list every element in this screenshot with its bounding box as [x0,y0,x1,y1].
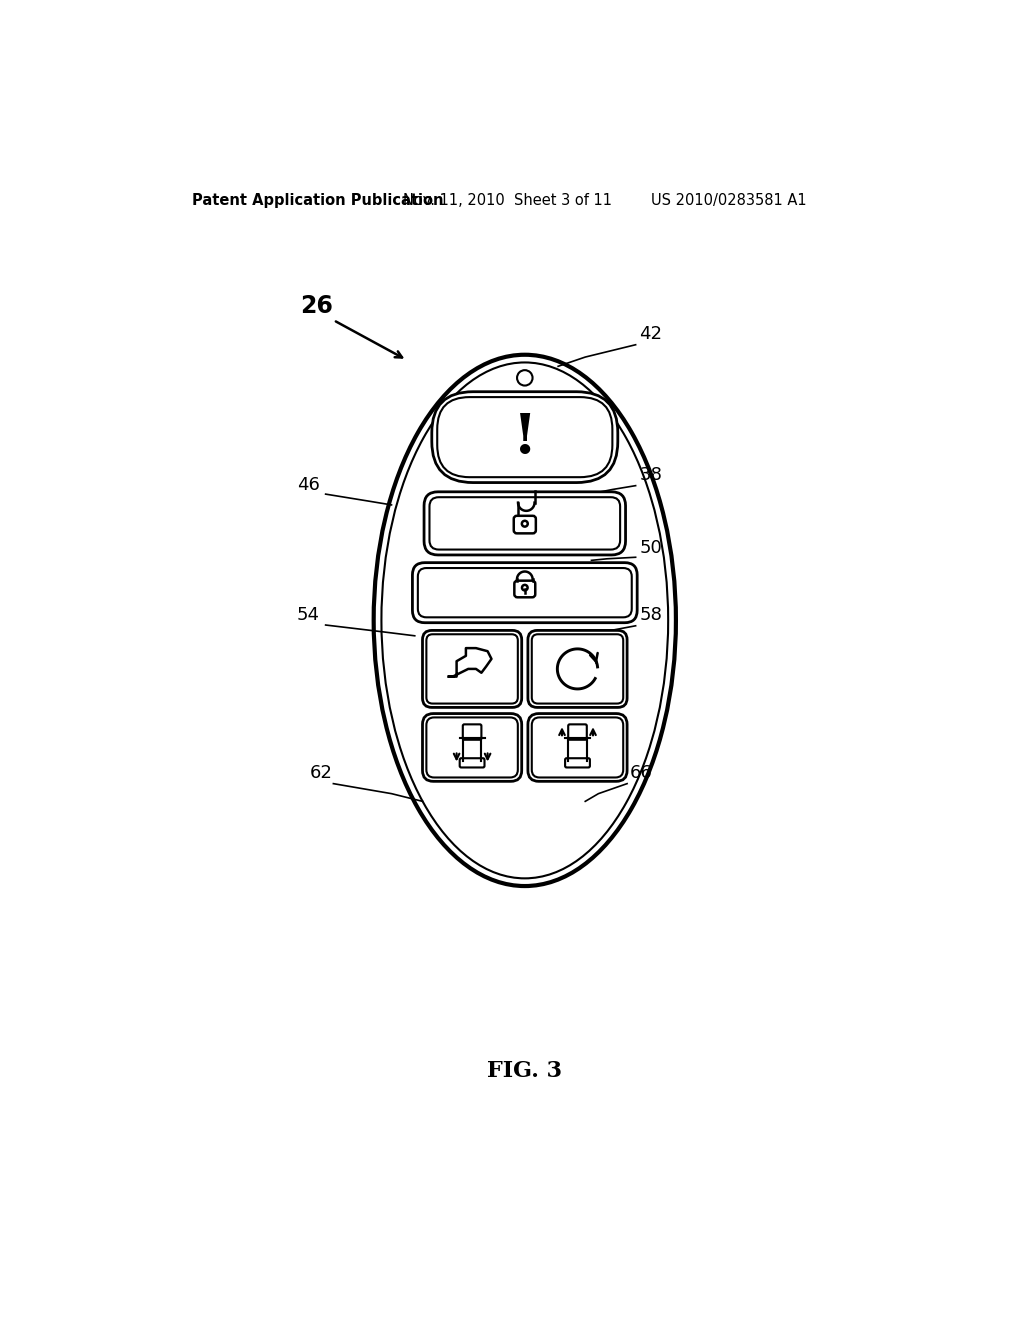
Text: 54: 54 [297,606,319,624]
Text: 26: 26 [300,294,333,318]
FancyBboxPatch shape [514,516,536,533]
Text: Patent Application Publication: Patent Application Publication [191,193,443,209]
FancyBboxPatch shape [413,562,637,623]
FancyBboxPatch shape [423,631,521,708]
Text: US 2010/0283581 A1: US 2010/0283581 A1 [651,193,807,209]
FancyBboxPatch shape [424,492,626,554]
Circle shape [522,521,527,527]
FancyBboxPatch shape [514,581,536,597]
Text: FIG. 3: FIG. 3 [487,1060,562,1082]
Circle shape [517,370,532,385]
FancyBboxPatch shape [565,758,590,767]
Text: 46: 46 [297,475,319,494]
FancyBboxPatch shape [460,758,484,767]
Text: 42: 42 [640,325,663,343]
FancyBboxPatch shape [568,725,587,739]
Text: !: ! [513,412,537,466]
Text: 66: 66 [630,764,653,783]
Polygon shape [449,648,492,677]
FancyBboxPatch shape [528,631,627,708]
Ellipse shape [374,355,676,886]
Text: 62: 62 [310,764,333,783]
FancyBboxPatch shape [528,714,627,781]
FancyBboxPatch shape [423,714,521,781]
Text: Nov. 11, 2010  Sheet 3 of 11: Nov. 11, 2010 Sheet 3 of 11 [403,193,612,209]
Circle shape [522,585,527,590]
FancyBboxPatch shape [432,392,617,483]
Text: 38: 38 [640,466,663,484]
Text: 50: 50 [640,539,663,557]
FancyBboxPatch shape [463,725,481,739]
Text: 58: 58 [640,606,663,624]
